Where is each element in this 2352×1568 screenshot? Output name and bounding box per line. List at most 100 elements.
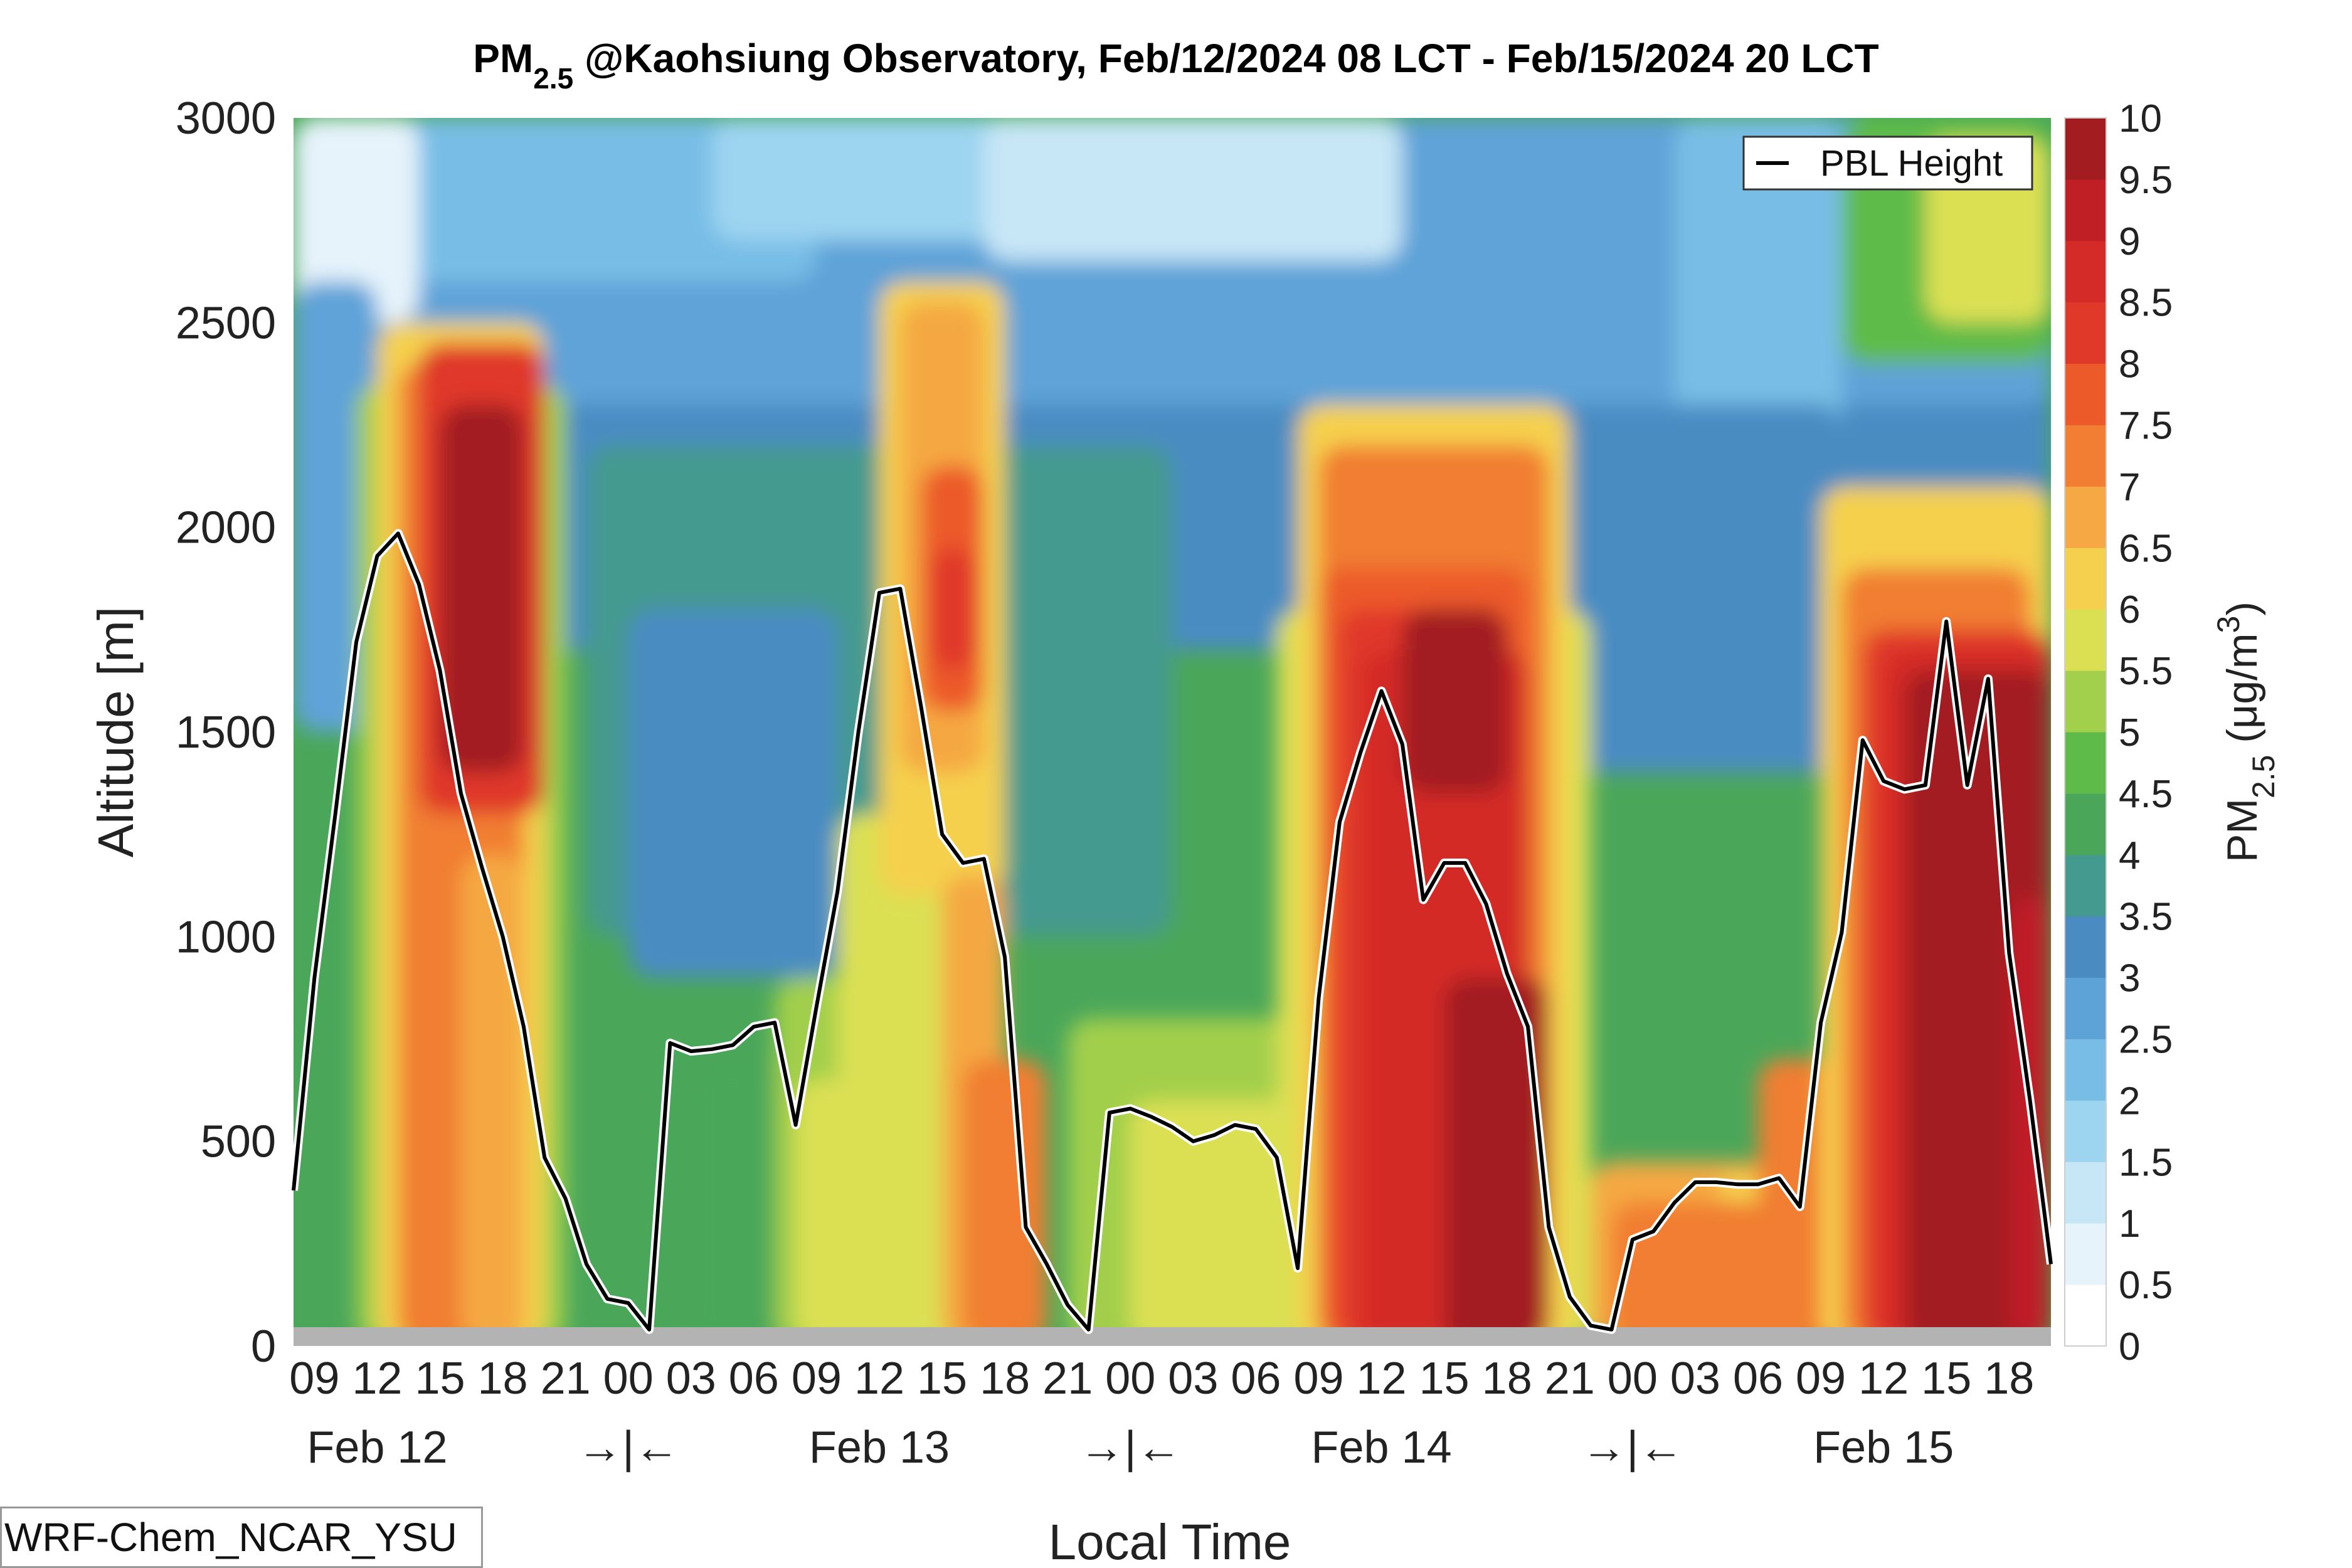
x-tick-label: 09	[1796, 1353, 1846, 1404]
y-tick-label: 500	[201, 1117, 276, 1167]
x-tick-label: 00	[1608, 1353, 1658, 1404]
plot-area	[294, 118, 2051, 1346]
x-tick-label: 03	[666, 1353, 716, 1404]
colorbar-segment	[2065, 240, 2106, 303]
x-tick-label: 15	[415, 1353, 465, 1404]
x-axis-label: Local Time	[1049, 1514, 1291, 1568]
field-patch	[1549, 404, 1842, 773]
x-day-label: Feb 14	[1311, 1422, 1451, 1473]
colorbar-tick-label: 9.5	[2119, 159, 2173, 202]
colorbar-tick-label: 5	[2119, 711, 2140, 755]
terrain-band	[294, 1327, 2051, 1346]
x-tick-label: 00	[603, 1353, 654, 1404]
x-tick-label: 18	[1482, 1353, 1532, 1404]
colorbar-segment	[2065, 670, 2106, 733]
colorbar-tick-label: 1.5	[2119, 1141, 2173, 1184]
colorbar-tick-label: 8	[2119, 343, 2140, 386]
colorbar-tick-label: 2	[2119, 1079, 2140, 1123]
field-patch	[460, 854, 524, 1346]
y-tick-label: 3000	[176, 93, 276, 144]
legend: PBL Height	[1742, 135, 2033, 191]
colorbar-tick-label: 0.5	[2119, 1264, 2173, 1307]
colorbar-tick-label: 3	[2119, 957, 2140, 1000]
pbl-line-path	[292, 531, 2053, 1332]
x-tick-label: 09	[792, 1353, 842, 1404]
colorbar-segment	[2065, 1100, 2106, 1162]
colorbar-tick-label: 4	[2119, 834, 2140, 877]
field-patch	[628, 609, 838, 978]
colorbar-segment	[2065, 1039, 2106, 1101]
colorbar-ticks: 0 0.5 1 1.5 2 2.5 3 3.5 4 4.5 5 5.5 6 6.5 7 7.5 8 8.5 9 9.5…	[2119, 97, 2173, 1369]
x-day-label: →|←	[1079, 1422, 1182, 1473]
x-tick-label: 12	[854, 1353, 904, 1404]
x-tick-label: 09	[1293, 1353, 1343, 1404]
field-patch	[983, 118, 1402, 262]
colorbar-segment	[2065, 793, 2106, 856]
colorbar-frame	[2064, 117, 2107, 1347]
y-tick-label: 1000	[176, 912, 276, 962]
field-patch	[1130, 1100, 1298, 1346]
colorbar-segment	[2065, 609, 2106, 671]
x-tick-label: 15	[1921, 1353, 1971, 1404]
x-axis-ticks: 09 12 15 18 21 00 03 06 09 12 15 18 21 00 03 06 09 12 15 18…	[289, 1353, 2034, 1404]
concentration-field	[294, 118, 2051, 1346]
x-tick-label: 21	[541, 1353, 591, 1404]
colorbar-segment	[2065, 179, 2106, 241]
colorbar-segment	[2065, 1162, 2106, 1224]
colorbar-segment	[2065, 363, 2106, 425]
colorbar	[2064, 117, 2107, 1347]
x-axis-day-labels: Feb 12 →|← Feb 13 →|← Feb 14 →|← Feb 15	[307, 1422, 1954, 1473]
colorbar-segment	[2065, 118, 2106, 180]
x-day-label: Feb 13	[809, 1422, 950, 1473]
field-patch	[1402, 609, 1507, 793]
colorbar-tick-label: 3.5	[2119, 896, 2173, 939]
field-patch	[931, 548, 974, 671]
pbl-line	[289, 529, 2055, 1334]
x-day-label: →|←	[577, 1422, 679, 1473]
legend-box	[1742, 135, 2033, 191]
x-day-label: Feb 15	[1813, 1422, 1954, 1473]
colorbar-segment	[2065, 548, 2106, 610]
y-axis-ticks: 0 500 1000 1500 2000 2500 3000	[176, 93, 276, 1372]
colorbar-tick-label: 6.5	[2119, 527, 2173, 570]
model-name-box: WRF-Chem_NCAR_YSU	[0, 1507, 483, 1568]
colorbar-segment	[2065, 916, 2106, 978]
colorbar-segment	[2065, 854, 2106, 917]
colorbar-tick-label: 6	[2119, 588, 2140, 632]
x-tick-label: 18	[980, 1353, 1030, 1404]
y-tick-label: 0	[251, 1322, 276, 1372]
colorbar-segment	[2065, 302, 2106, 364]
colorbar-segment	[2065, 732, 2106, 794]
x-tick-label: 15	[1419, 1353, 1470, 1404]
x-tick-label: 09	[289, 1353, 339, 1404]
colorbar-label: PM2.5 (μg/m3)	[2211, 601, 2281, 862]
x-tick-label: 03	[1168, 1353, 1218, 1404]
field-patch	[294, 118, 817, 282]
legend-label: PBL Height	[1820, 143, 2003, 184]
x-tick-label: 12	[1858, 1353, 1909, 1404]
x-tick-label: 12	[1357, 1353, 1407, 1404]
colorbar-segment	[2065, 1285, 2106, 1347]
field-patch	[294, 118, 420, 323]
y-tick-label: 1500	[176, 707, 276, 758]
field-patch	[1465, 1223, 1528, 1346]
x-tick-label: 06	[729, 1353, 779, 1404]
x-tick-label: 18	[1984, 1353, 2034, 1404]
x-tick-label: 06	[1733, 1353, 1783, 1404]
field-patch	[963, 1059, 1047, 1346]
x-tick-label: 00	[1105, 1353, 1155, 1404]
field-patch	[440, 404, 524, 773]
colorbar-tick-label: 7	[2119, 465, 2140, 509]
colorbar-tick-label: 5.5	[2119, 650, 2173, 693]
x-tick-label: 15	[917, 1353, 967, 1404]
y-tick-label: 2500	[176, 298, 276, 348]
x-day-label: →|←	[1582, 1422, 1684, 1473]
colorbar-tick-label: 0	[2119, 1325, 2140, 1369]
colorbar-segment	[2065, 977, 2106, 1039]
chart-title: PM2.5 @Kaohsiung Observatory, Feb/12/202…	[473, 36, 1878, 95]
colorbar-tick-label: 10	[2119, 97, 2162, 140]
x-tick-label: 18	[478, 1353, 528, 1404]
x-tick-label: 12	[352, 1353, 402, 1404]
colorbar-tick-label: 4.5	[2119, 773, 2173, 816]
